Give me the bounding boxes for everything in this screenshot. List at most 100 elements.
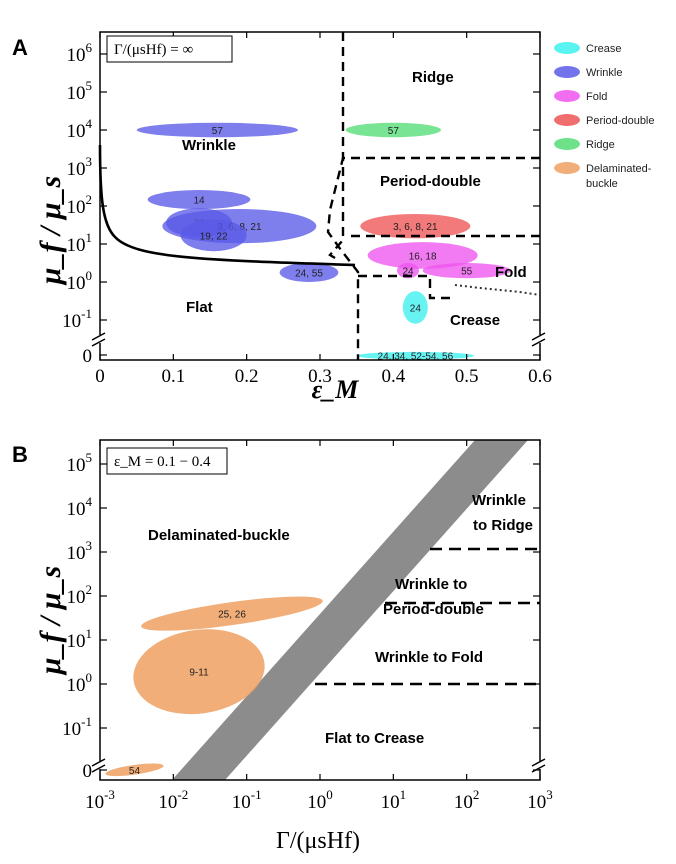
panel-a-study-13: 24, 34, 52-54, 56 [356, 351, 475, 363]
panel-a-study-12: 24 [402, 291, 428, 324]
axis-break-mark [91, 758, 106, 773]
study-reference-label: 54 [129, 766, 141, 777]
study-reference-label: 57 [212, 126, 224, 137]
panel-a-x-tick-label: 0.2 [235, 366, 259, 387]
panel-a-boundaries [98, 32, 541, 360]
panel-b-x-tick-label: 102 [454, 787, 480, 813]
legend-label: Crease [586, 43, 621, 55]
region-ridge: Ridge [412, 69, 454, 86]
axis-break-mark [531, 758, 546, 773]
panel-a-y-tick-label: 103 [67, 154, 93, 180]
panel-b-study-1: 25, 26 [141, 596, 323, 631]
panel-a-y-tick-label: 104 [67, 116, 93, 142]
panel-b-y-tick-label: 103 [67, 538, 93, 564]
region-flat-to-crease: Flat to Crease [325, 730, 424, 747]
region-wrinkle-to-ridge-2: to Ridge [473, 517, 533, 534]
gamma-infinity-label: Γ/(μsHf) = ∞ [114, 42, 193, 58]
study-reference-label: 24 [410, 303, 422, 314]
study-ellipse [136, 122, 298, 138]
panel-b-x-tick-label: 103 [527, 787, 553, 813]
panel-b-boundaries [315, 547, 540, 686]
panel-a-study-7: 24, 55 [279, 263, 339, 282]
panel-b-x-tick-label: 10-1 [232, 787, 262, 813]
study-ellipse [397, 263, 419, 279]
panel-a-x-tick-label: 0.3 [308, 366, 332, 387]
fold-boundary [345, 234, 540, 300]
study-reference-label: 9-11 [189, 668, 209, 679]
legend-swatch [554, 114, 580, 126]
study-ellipse [105, 763, 164, 777]
panel-b-annotation: ε_M = 0.1 − 0.4 [106, 447, 228, 475]
panel-b-y-tick-label: 101 [67, 626, 93, 652]
legend-item: Wrinkle [554, 66, 622, 79]
legend-swatch [554, 162, 580, 174]
study-ellipse [360, 213, 471, 239]
study-reference-label: 14 [193, 196, 205, 207]
panel-a-annotation: Γ/(μsHf) = ∞ [106, 35, 233, 63]
study-reference-label: 25, 26 [218, 610, 246, 621]
legend: Crease Wrinkle Fold Period-double Ridge Delam… [554, 42, 655, 190]
panel-a-study-10: 24 [397, 263, 419, 279]
legend-item: Ridge [554, 138, 615, 151]
panel-a-study-6: 19, 22 [180, 219, 247, 252]
legend-swatch [554, 138, 580, 150]
legend-swatch [554, 42, 580, 54]
panel-b-x-tick-label: 100 [307, 787, 333, 813]
panel-b-study-3: 54 [105, 763, 164, 777]
study-ellipse [356, 351, 475, 360]
study-ellipse [141, 596, 323, 631]
panel-b-y-axis-label: μ_f / μ_s [34, 566, 67, 676]
epsilon-range-label: ε_M = 0.1 − 0.4 [114, 454, 211, 470]
panel-b: B 25, 26 9-11 54 10-3 10-2 10-1 100 101 102 103 0… [12, 439, 553, 854]
region-flat: Flat [186, 299, 213, 316]
region-wrinkle: Wrinkle [182, 137, 236, 154]
panel-b-y-tick-label: 0 [83, 761, 93, 782]
panel-a-label: A [12, 35, 28, 60]
legend-item: Crease [554, 42, 621, 55]
panel-a-y-tick-label: 101 [67, 230, 93, 256]
legend-label: Ridge [586, 139, 615, 151]
study-ellipse [422, 263, 511, 279]
legend-swatch [554, 90, 580, 102]
study-ellipse [133, 629, 265, 715]
wrinkle-flat-boundary [98, 144, 356, 267]
panel-b-x-axis-label: Γ/(μsHf) [276, 828, 360, 854]
region-wrinkle-to-period-double-2: Period-double [383, 601, 484, 618]
region-wrinkle-to-ridge-1: Wrinkle [472, 492, 526, 509]
panel-b-y-tick-label: 102 [67, 582, 93, 608]
panel-b-y-tick-label: 10-1 [62, 714, 92, 740]
region-wrinkle-to-fold: Wrinkle to Fold [375, 649, 483, 666]
panel-a-study-9: 16, 18 [367, 242, 478, 269]
region-crease: Crease [450, 312, 500, 329]
region-period-double: Period-double [380, 173, 481, 190]
study-ellipse [180, 219, 247, 252]
panel-b-x-tick-label: 10-2 [158, 787, 188, 813]
study-reference-label: 57 [388, 126, 400, 137]
study-reference-label: 24 [402, 267, 414, 278]
study-ellipse [402, 291, 428, 324]
panel-b-y-tick-label: 100 [67, 670, 93, 696]
period-double-boundary [326, 156, 540, 360]
region-fold: Fold [495, 264, 527, 281]
study-reference-label: 3, 6, 8, 21 [393, 222, 438, 233]
panel-b-y-tick-label: 104 [67, 494, 93, 520]
panel-a-x-axis-label: ε_M [312, 375, 360, 404]
panel-a-y-tick-label: 102 [67, 192, 93, 218]
ridge-boundary [328, 32, 345, 260]
panel-a-x-tick-label: 0.1 [161, 366, 185, 387]
study-ellipse [147, 190, 251, 210]
legend-item: Fold [554, 90, 607, 103]
study-ellipse [279, 263, 339, 282]
panel-a-y-tick-label: 105 [67, 78, 93, 104]
study-reference-label: 16, 18 [409, 251, 437, 262]
panel-a-study-3: 14 [147, 190, 251, 210]
panel-a-y-tick-label: 10-1 [62, 306, 92, 332]
study-reference-label: 24, 55 [295, 269, 323, 280]
panel-b-label: B [12, 442, 28, 467]
region-wrinkle-to-period-double-1: Wrinkle to [395, 576, 467, 593]
legend-swatch [554, 66, 580, 78]
panel-a-x-tick-label: 0.5 [455, 366, 479, 387]
panel-b-y-tick-label: 105 [67, 450, 93, 476]
